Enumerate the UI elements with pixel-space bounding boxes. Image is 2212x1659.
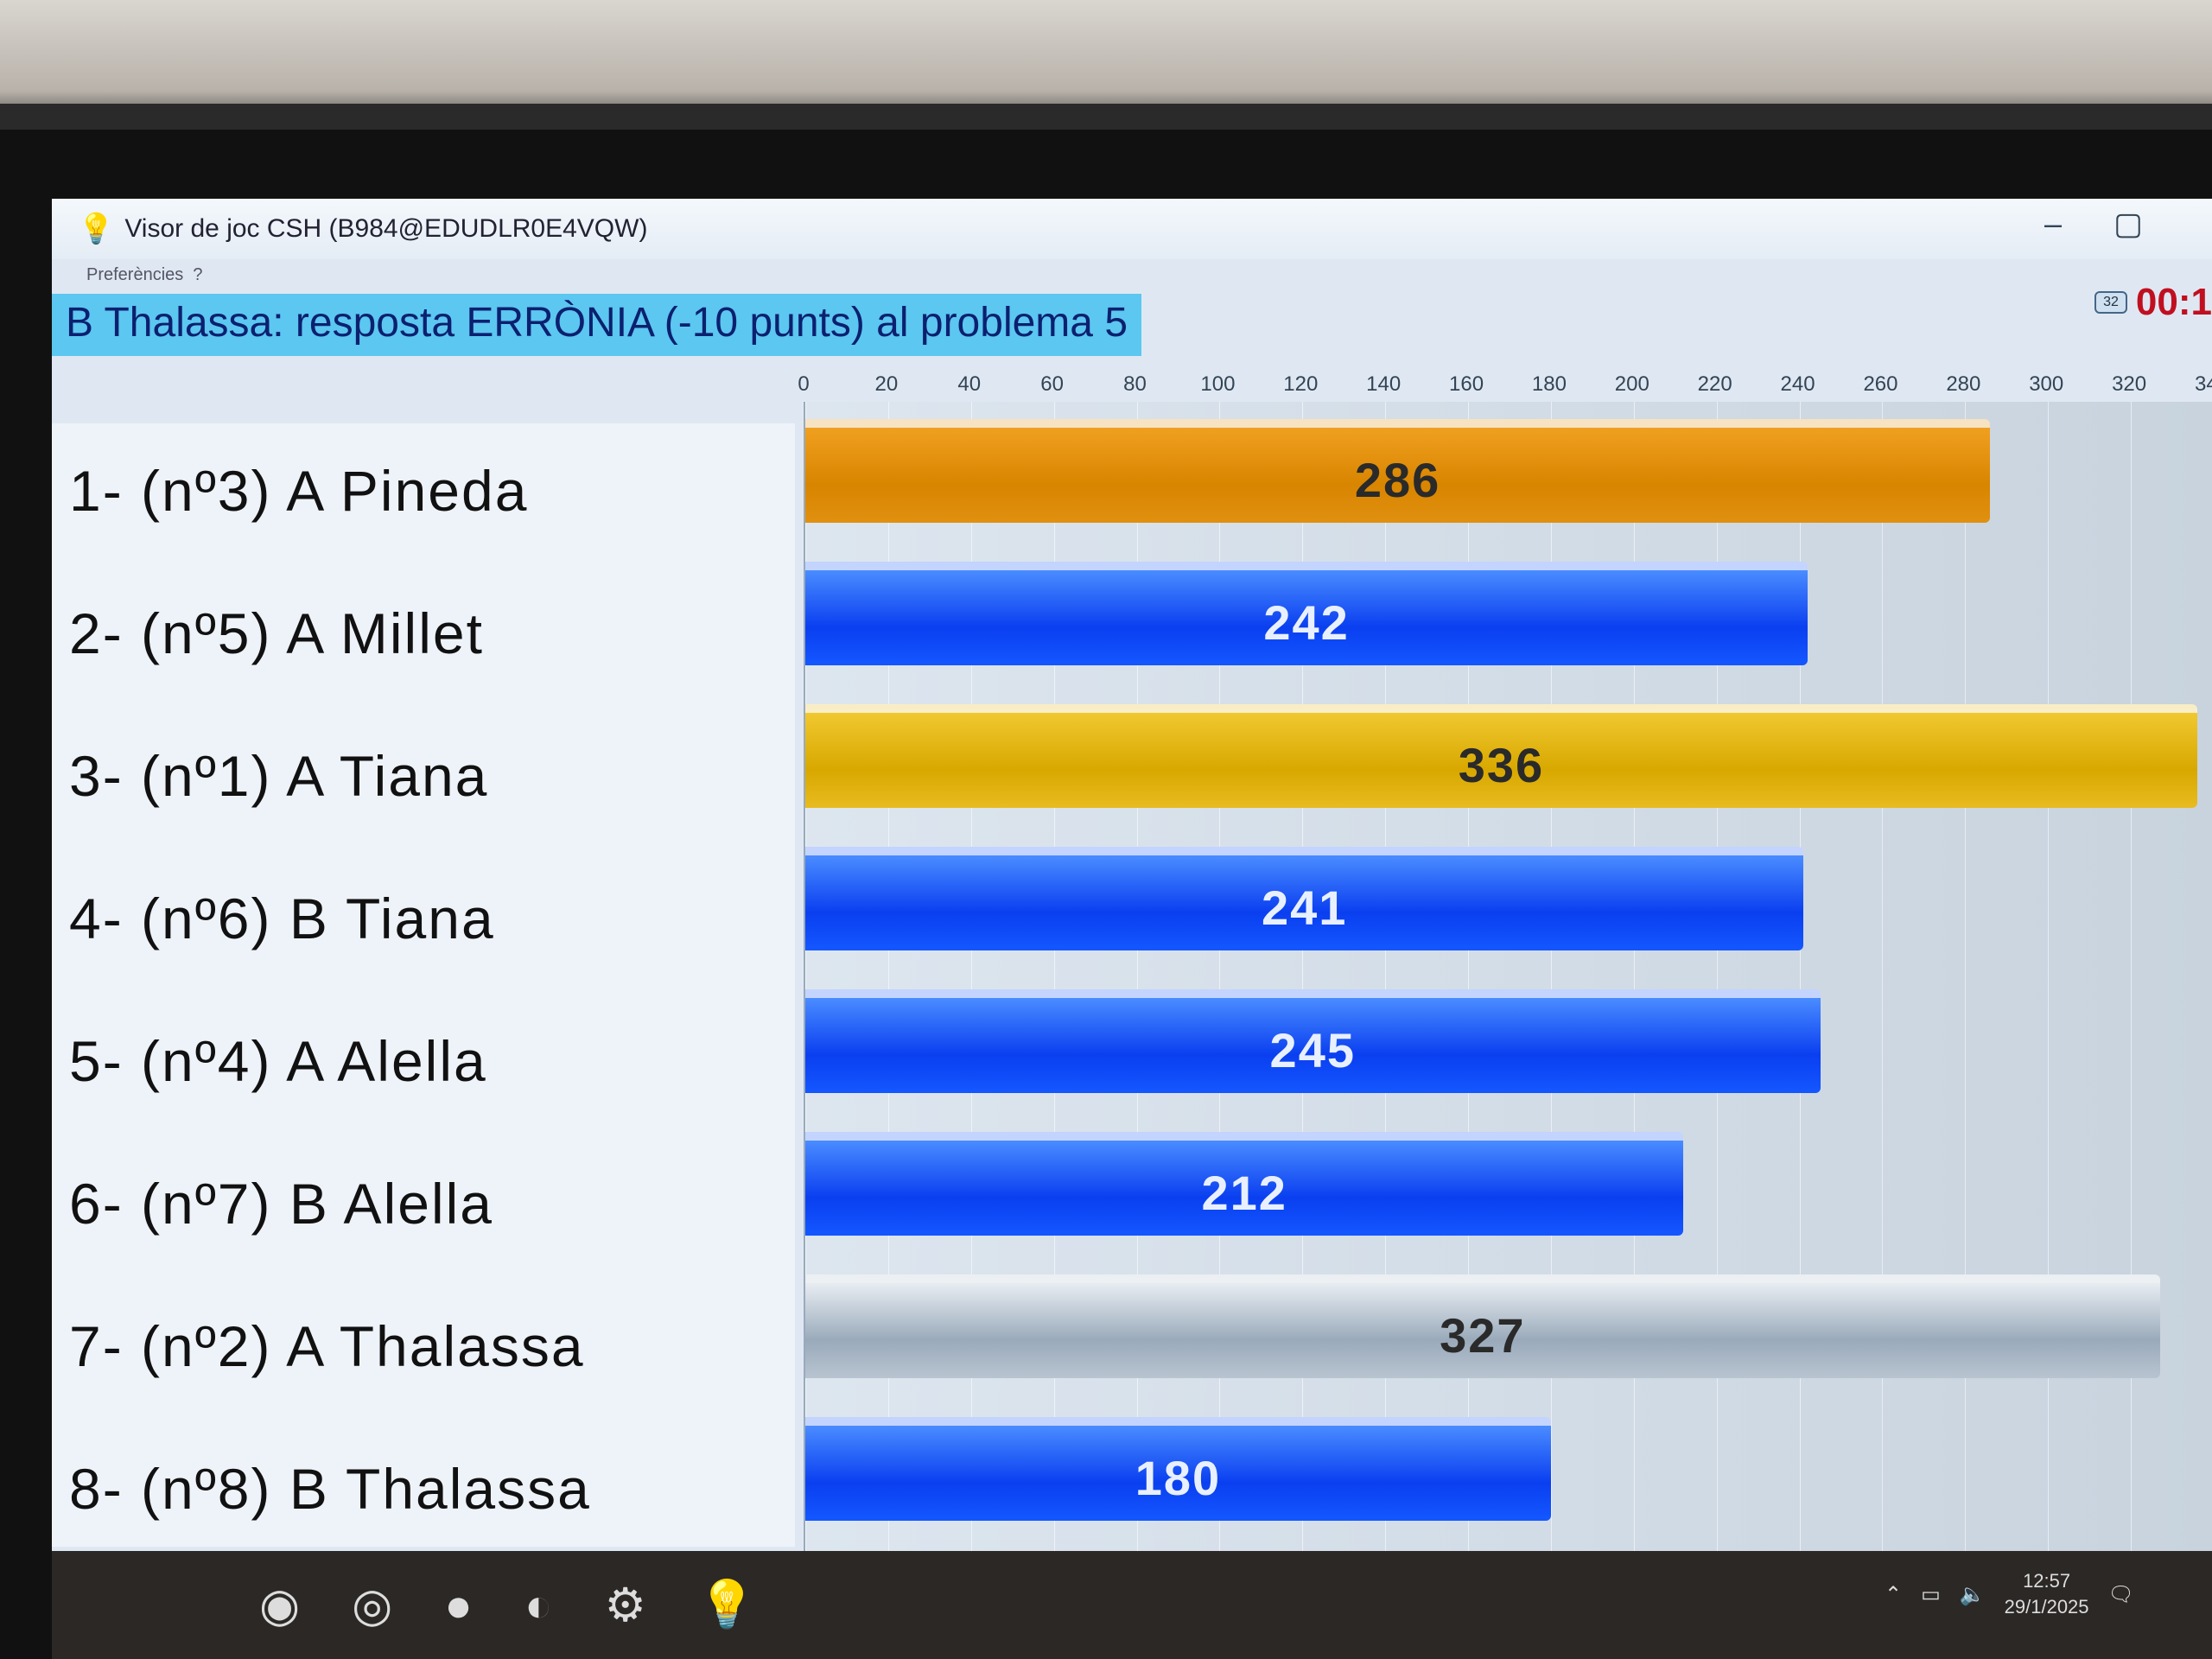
team-label: 3- (nº1) A Tiana [69,744,489,808]
menu-bar: Preferències ? [52,259,2212,290]
gridline [1550,402,1552,1551]
window-title: Visor de joc CSH (B984@EDUDLR0E4VQW) [124,214,648,243]
lightbulb-app-icon: 💡 [78,213,115,245]
team-label: 8- (nº8) B Thalassa [69,1457,591,1521]
bar: 245 [805,989,1821,1093]
clock[interactable]: 12:57 29/1/2025 [2005,1568,2089,1620]
x-tick-label: 0 [798,372,810,396]
menu-preferences[interactable]: Preferències [86,264,184,284]
x-tick-label: 320 [2112,372,2147,396]
team-label: 6- (nº7) B Alella [69,1172,493,1236]
bar-value-label: 327 [1440,1308,1526,1363]
team-label: 4- (nº6) B Tiana [69,887,495,950]
chevron-up-icon[interactable]: ⌃ [1884,1582,1903,1606]
system-tray: ⌃ ▭ 🔈 12:57 29/1/2025 🗨 [1885,1568,2134,1620]
bar-value-label: 242 [1263,595,1350,650]
gridline [2131,402,2133,1551]
x-tick-label: 280 [1946,372,1981,396]
speaker-icon[interactable]: 🔈 [1959,1582,1986,1606]
gridline [1219,402,1221,1551]
x-tick-label: 80 [1123,372,1147,396]
team-labels: 1- (nº3) A Pineda 2- (nº5) A Millet 3- (nº… [52,423,795,1547]
team-label: 1- (nº3) A Pineda [69,459,529,523]
bar-value-label: 245 [1269,1023,1356,1077]
bar-value-label: 180 [1135,1451,1222,1505]
bar-value-label: 286 [1354,453,1441,507]
bar-value-label: 241 [1261,880,1348,935]
x-tick-label: 120 [1283,372,1319,396]
status-banner: B Thalassa: resposta ERRÒNIA (-10 punts)… [52,294,1142,356]
bar-value-label: 336 [1458,738,1545,792]
gridline [1468,402,1470,1551]
notifications-icon[interactable]: 🗨 [2107,1582,2134,1606]
x-tick-label: 220 [1697,372,1732,396]
firefox-icon[interactable]: ● [444,1579,473,1631]
gridline [1302,402,1304,1551]
gridline [1799,402,1801,1551]
menu-help[interactable]: ? [193,264,203,284]
gridline [2048,402,2050,1551]
bar: 336 [805,704,2197,808]
gridline [1633,402,1635,1551]
timer-selector[interactable]: 32 [2094,291,2127,314]
x-tick-label: 20 [874,372,899,396]
bar-value-label: 212 [1201,1166,1287,1220]
x-tick-label: 260 [1863,372,1898,396]
bar: 327 [805,1274,2160,1378]
network-icon[interactable]: ▭ [1921,1582,1941,1606]
x-tick-label: 140 [1366,372,1402,396]
taskbar: ◉ ◎ ● ◐ ⚙ 💡 ⌃ ▭ 🔈 12:57 29/1/2025 🗨 [52,1551,2212,1659]
gridline [887,402,889,1551]
plot-area: 286 242 336 241 245 212 327 180 [804,402,2212,1551]
x-tick-label: 160 [1449,372,1484,396]
clock-time: 12:57 [2023,1570,2071,1592]
gridline [1136,402,1138,1551]
x-tick-label: 60 [1040,372,1064,396]
gridline [1385,402,1387,1551]
x-tick-label: 40 [957,372,982,396]
bar: 242 [805,562,1808,665]
team-label: 7- (nº2) A Thalassa [69,1314,585,1378]
chrome-alt-icon[interactable]: ◎ [352,1580,393,1631]
bar: 286 [805,419,1991,523]
x-tick-label: 240 [1780,372,1815,396]
x-tick-label: 180 [1531,372,1567,396]
gridline [970,402,972,1551]
timer: 00:1 [2135,281,2212,323]
lightbulb-app-icon[interactable]: 💡 [697,1579,757,1630]
bar: 241 [805,847,1804,950]
x-tick-label: 200 [1614,372,1649,396]
minimize-button[interactable]: – [2044,206,2113,241]
team-label: 5- (nº4) A Alella [69,1029,487,1093]
screen: 💡 Visor de joc CSH (B984@EDUDLR0E4VQW) –… [52,199,2212,1659]
gridline [805,402,806,1551]
x-tick-label: 100 [1200,372,1236,396]
x-tick-label: 340 [2194,372,2212,396]
x-tick-label: 300 [2029,372,2064,396]
bar: 180 [805,1417,1551,1521]
chrome-icon[interactable]: ◉ [259,1580,301,1631]
gridline [1053,402,1055,1551]
gridline [1965,402,1967,1551]
x-axis: 0 20 40 60 80 100 120 140 160 180 200 220 240 260 280 3… [798,350,2212,402]
title-bar: 💡 Visor de joc CSH (B984@EDUDLR0E4VQW) –… [52,199,2212,259]
team-label: 2- (nº5) A Millet [69,601,484,665]
edge-icon[interactable]: ◐ [524,1579,553,1631]
gridline [1716,402,1718,1551]
gridline [1882,402,1884,1551]
bar: 212 [805,1132,1684,1236]
settings-gear-icon[interactable]: ⚙ [604,1580,646,1631]
restore-button[interactable]: ▢ [2113,206,2195,241]
clock-date: 29/1/2025 [2004,1596,2089,1618]
